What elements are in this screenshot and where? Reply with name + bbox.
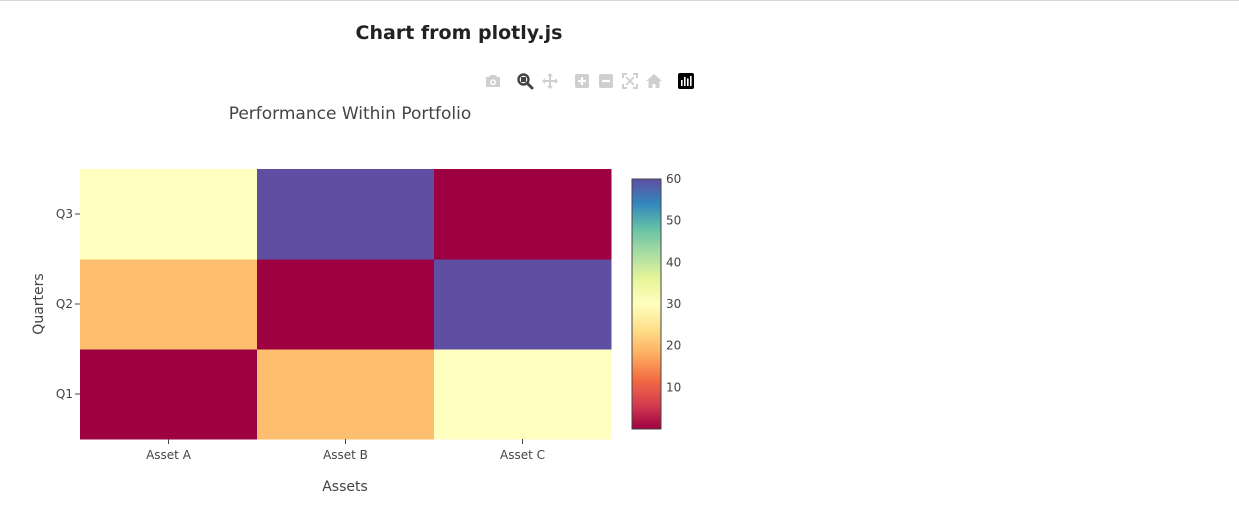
- x-tick-label: Asset A: [146, 448, 192, 462]
- autoscale-icon[interactable]: [621, 72, 639, 90]
- heatmap-cell: [434, 349, 612, 440]
- colorbar-gradient: [631, 178, 662, 430]
- zoom-in-icon[interactable]: [573, 72, 591, 90]
- y-axis-title: Quarters: [31, 273, 47, 334]
- heatmap-chart: Performance Within Portfolio Asset A Asse…: [31, 104, 681, 495]
- colorbar-tick-label: 50: [666, 214, 681, 228]
- chart-title: Performance Within Portfolio: [229, 104, 472, 124]
- page-heading: Chart from plotly.js: [355, 22, 563, 44]
- heatmap-cell: [257, 349, 435, 440]
- heatmap-cell: [434, 169, 612, 260]
- heatmap-cell: [80, 259, 258, 350]
- colorbar-tick-label: 40: [666, 255, 681, 269]
- plotly-logo-icon[interactable]: [677, 72, 695, 90]
- heatmap-cell: [80, 169, 258, 260]
- x-axis: Asset A Asset B Asset C: [146, 439, 545, 462]
- colorbar-tick-label: 20: [666, 339, 681, 353]
- heatmap-cell: [257, 259, 435, 350]
- colorbar-tick-label: 60: [666, 172, 681, 186]
- top-divider: [0, 0, 1239, 1]
- x-axis-title: Assets: [322, 479, 368, 495]
- heatmap-cells: [80, 169, 612, 440]
- colorbar: 10 20 30 40 50 60: [631, 172, 681, 430]
- colorbar-tick-label: 30: [666, 297, 681, 311]
- y-tick-label: Q3: [56, 207, 73, 221]
- colorbar-tick-label: 10: [666, 380, 681, 394]
- x-tick-label: Asset C: [500, 448, 545, 462]
- zoom-icon[interactable]: [516, 72, 534, 90]
- heatmap-cell: [257, 169, 435, 260]
- chart-modebar: [484, 72, 700, 90]
- y-tick-label: Q2: [56, 297, 73, 311]
- reset-axes-icon[interactable]: [645, 72, 663, 90]
- camera-icon[interactable]: [484, 72, 502, 90]
- zoom-out-icon[interactable]: [597, 72, 615, 90]
- heatmap-cell: [434, 259, 612, 350]
- y-axis: Q1 Q2 Q3: [56, 207, 80, 401]
- y-tick-label: Q1: [56, 387, 73, 401]
- pan-icon[interactable]: [541, 72, 559, 90]
- x-tick-label: Asset B: [323, 448, 368, 462]
- heatmap-cell: [80, 349, 258, 440]
